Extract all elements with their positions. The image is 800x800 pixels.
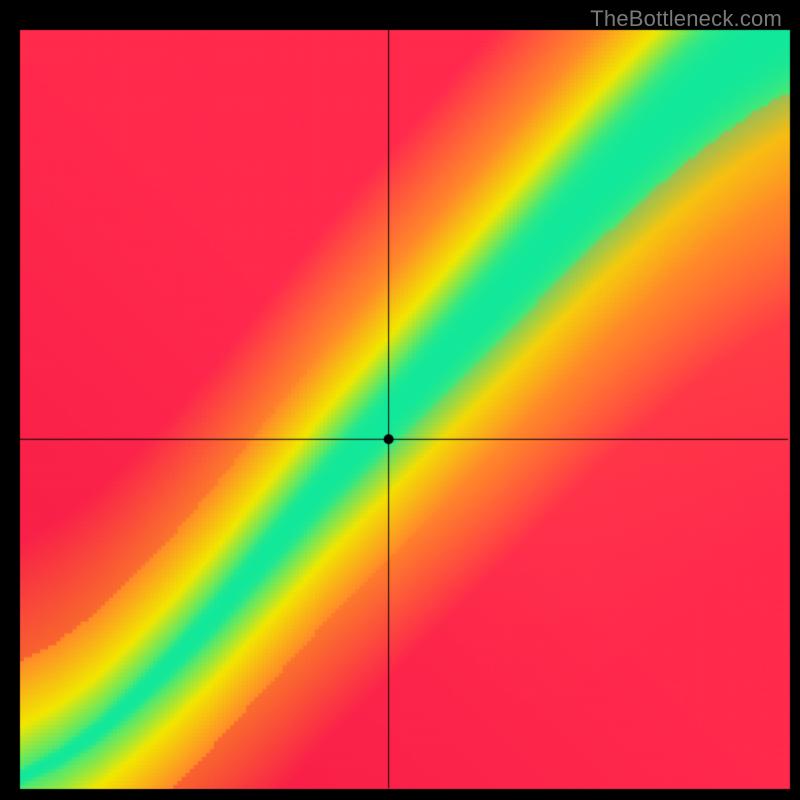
chart-container: TheBottleneck.com: [0, 0, 800, 800]
watermark-text: TheBottleneck.com: [590, 6, 782, 32]
bottleneck-heatmap: [0, 0, 800, 800]
